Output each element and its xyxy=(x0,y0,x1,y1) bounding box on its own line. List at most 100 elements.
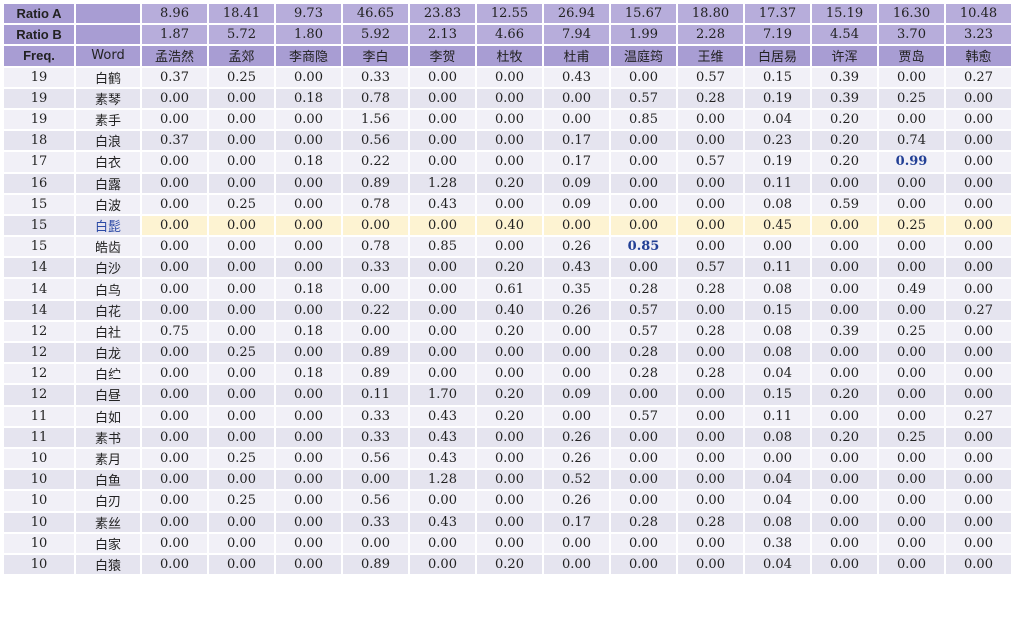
freq-cell: 19 xyxy=(4,67,74,87)
value-cell: 0.00 xyxy=(276,300,341,320)
value-cell: 0.00 xyxy=(209,364,274,384)
poet-header: 李商隐 xyxy=(276,46,341,66)
value-cell: 0.00 xyxy=(946,279,1011,299)
value-cell: 0.00 xyxy=(946,385,1011,405)
value-cell: 0.00 xyxy=(477,533,542,553)
freq-cell: 19 xyxy=(4,109,74,130)
word-cell: 皓齿 xyxy=(76,237,140,257)
value-cell: 0.57 xyxy=(678,152,743,172)
value-cell: 0.00 xyxy=(946,491,1011,511)
ratio-a-value: 46.65 xyxy=(343,4,408,24)
ratio-a-row: Ratio A 8.96 18.41 9.73 46.65 23.83 12.55 26.94… xyxy=(4,4,1011,24)
value-cell: 0.20 xyxy=(812,427,877,447)
value-cell: 0.04 xyxy=(745,491,810,511)
ratio-b-value: 4.54 xyxy=(812,25,877,45)
value-cell: 0.00 xyxy=(477,152,542,172)
ratio-a-value: 16.30 xyxy=(879,4,944,24)
value-cell: 0.00 xyxy=(276,427,341,447)
value-cell: 0.40 xyxy=(477,215,542,236)
ratio-a-value: 9.73 xyxy=(276,4,341,24)
value-cell: 0.00 xyxy=(410,67,475,87)
value-cell: 0.00 xyxy=(812,258,877,278)
value-cell: 0.22 xyxy=(343,152,408,172)
value-cell: 0.08 xyxy=(745,194,810,214)
value-cell: 0.00 xyxy=(879,533,944,553)
value-cell: 0.00 xyxy=(812,237,877,257)
word-cell: 白龙 xyxy=(76,343,140,363)
value-cell: 0.00 xyxy=(477,131,542,151)
value-cell: 0.00 xyxy=(410,491,475,511)
value-cell: 0.00 xyxy=(611,67,676,87)
table-row: 18 白浪 0.37 0.00 0.00 0.56 0.00 0.00 0.17 0.00 0.00… xyxy=(4,131,1011,151)
value-cell: 0.85 xyxy=(611,237,676,257)
ratio-b-value: 1.80 xyxy=(276,25,341,45)
value-cell: 0.00 xyxy=(812,173,877,193)
freq-cell: 12 xyxy=(4,385,74,405)
value-cell: 0.57 xyxy=(678,67,743,87)
word-cell: 白鱼 xyxy=(76,470,140,490)
value-cell: 0.52 xyxy=(544,470,609,490)
table-row: 12 白昼 0.00 0.00 0.00 0.11 1.70 0.20 0.09 0.00 0.00… xyxy=(4,385,1011,405)
table-row: 10 白猿 0.00 0.00 0.00 0.89 0.00 0.20 0.00 0.00 0.00… xyxy=(4,554,1011,575)
value-cell: 0.39 xyxy=(812,67,877,87)
table-row: 10 白刃 0.00 0.25 0.00 0.56 0.00 0.00 0.26 0.00 0.00… xyxy=(4,491,1011,511)
value-cell: 0.00 xyxy=(209,321,274,341)
value-cell: 0.00 xyxy=(544,109,609,130)
value-cell: 0.39 xyxy=(812,321,877,341)
value-cell: 0.00 xyxy=(209,279,274,299)
value-cell: 0.28 xyxy=(678,364,743,384)
value-cell: 0.00 xyxy=(209,131,274,151)
table-row: 19 素琴 0.00 0.00 0.18 0.78 0.00 0.00 0.00 0.57 0.28… xyxy=(4,88,1011,108)
value-cell: 0.00 xyxy=(410,152,475,172)
ratio-b-value: 1.99 xyxy=(611,25,676,45)
value-cell: 0.56 xyxy=(343,131,408,151)
value-cell: 0.00 xyxy=(544,533,609,553)
value-cell: 0.00 xyxy=(678,533,743,553)
value-cell: 0.00 xyxy=(678,194,743,214)
value-cell: 0.11 xyxy=(343,385,408,405)
value-cell: 0.00 xyxy=(812,554,877,575)
table-row: 19 白鹤 0.37 0.25 0.00 0.33 0.00 0.00 0.43 0.00 0.57… xyxy=(4,67,1011,87)
value-cell: 0.00 xyxy=(611,194,676,214)
value-cell: 0.08 xyxy=(745,279,810,299)
value-cell: 0.43 xyxy=(410,427,475,447)
word-cell: 白社 xyxy=(76,321,140,341)
table-row: 10 白家 0.00 0.00 0.00 0.00 0.00 0.00 0.00 0.00 0.00… xyxy=(4,533,1011,553)
value-cell: 0.00 xyxy=(477,194,542,214)
value-cell: 0.08 xyxy=(745,512,810,532)
value-cell: 0.00 xyxy=(946,131,1011,151)
value-cell: 0.00 xyxy=(879,109,944,130)
value-cell: 0.00 xyxy=(410,279,475,299)
ratio-b-value: 7.19 xyxy=(745,25,810,45)
value-cell: 0.00 xyxy=(544,554,609,575)
ratio-a-value: 10.48 xyxy=(946,4,1011,24)
value-cell: 0.74 xyxy=(879,131,944,151)
value-cell: 0.00 xyxy=(410,533,475,553)
value-cell: 0.00 xyxy=(142,427,207,447)
table-row: 15 白髭 0.00 0.00 0.00 0.00 0.00 0.40 0.00 0.00 0.00… xyxy=(4,215,1011,236)
value-cell: 0.00 xyxy=(343,321,408,341)
ratio-b-label: Ratio B xyxy=(4,25,74,45)
table-row: 10 素月 0.00 0.25 0.00 0.56 0.43 0.00 0.26 0.00 0.00… xyxy=(4,448,1011,469)
value-cell: 0.18 xyxy=(276,152,341,172)
value-cell: 0.00 xyxy=(477,109,542,130)
word-cell: 素丝 xyxy=(76,512,140,532)
ratio-a-blank xyxy=(76,4,140,24)
value-cell: 0.78 xyxy=(343,237,408,257)
value-cell: 0.85 xyxy=(410,237,475,257)
value-cell: 0.37 xyxy=(142,67,207,87)
value-cell: 0.28 xyxy=(611,364,676,384)
value-cell: 0.00 xyxy=(946,470,1011,490)
ratio-b-blank xyxy=(76,25,140,45)
value-cell: 0.19 xyxy=(745,152,810,172)
value-cell: 0.00 xyxy=(611,173,676,193)
ratio-a-value: 23.83 xyxy=(410,4,475,24)
value-cell: 0.04 xyxy=(745,109,810,130)
value-cell: 0.00 xyxy=(410,321,475,341)
freq-cell: 12 xyxy=(4,321,74,341)
value-cell: 0.00 xyxy=(142,258,207,278)
value-cell: 0.00 xyxy=(812,533,877,553)
value-cell: 0.00 xyxy=(946,321,1011,341)
value-cell: 0.56 xyxy=(343,491,408,511)
value-cell: 0.75 xyxy=(142,321,207,341)
